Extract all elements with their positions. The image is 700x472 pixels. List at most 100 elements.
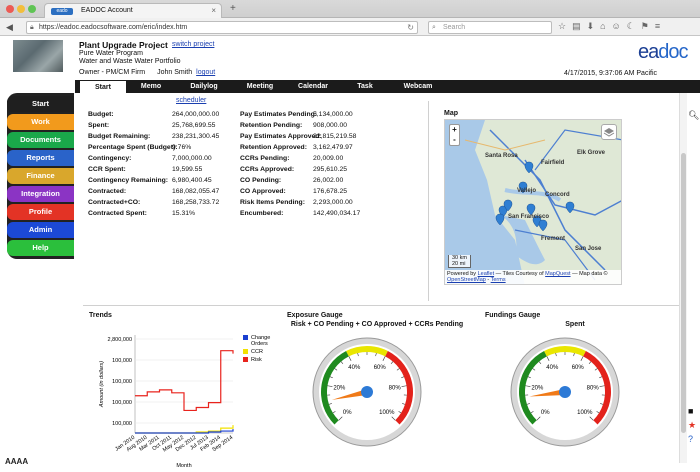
gauge-band-red xyxy=(385,351,413,425)
scheduler-link[interactable]: scheduler xyxy=(176,97,207,104)
sidebar-item-admin[interactable]: Admin xyxy=(7,222,74,238)
budget-left-label: Contracted+CO: xyxy=(88,199,141,206)
map-scale: 30 km 20 mi xyxy=(448,255,471,268)
gauge-tick xyxy=(538,361,542,365)
browser-tab-title: EADOC Account xyxy=(81,7,133,14)
budget-right-label: Retention Pending: xyxy=(240,122,303,129)
budget-left-value: 9.76% xyxy=(172,144,192,151)
url-text: https://eadoc.eadocsoftware.com/eric/ind… xyxy=(39,24,188,31)
sidebar-item-start[interactable]: Start xyxy=(7,96,74,112)
budget-left-value: 264,000,000.00 xyxy=(172,111,220,118)
logout-link[interactable]: logout xyxy=(196,69,216,76)
gauge-tick xyxy=(580,356,584,361)
zoom-in-button[interactable]: + xyxy=(452,125,457,134)
browser-search-input[interactable]: ⌕ Search xyxy=(428,21,552,34)
toolbar-icons[interactable]: ☆▤⬇⌂☺☾⚑≡ xyxy=(558,21,667,31)
budget-left-value: 238,231,300.45 xyxy=(172,133,220,140)
map-attribution: Powered by Leaflet — Tiles Courtesy of M… xyxy=(445,270,621,284)
y-tick-label: 100,000 xyxy=(112,400,132,406)
gauge-band-yellow xyxy=(346,346,388,357)
map-zoom-control: + - xyxy=(449,124,460,146)
gauge-tick-label: 0% xyxy=(343,410,352,416)
budget-right-value: 2,293,000.00 xyxy=(313,199,353,206)
openstreetmap-link[interactable]: OpenStreetMap xyxy=(447,277,486,283)
map-label-fremont: Fremont xyxy=(541,236,565,242)
close-tab-icon[interactable]: × xyxy=(211,6,216,15)
font-size-control[interactable]: AAAA xyxy=(5,457,29,466)
minimize-window-icon[interactable] xyxy=(17,5,25,13)
budget-left-label: Contingency: xyxy=(88,155,132,162)
browser-tab[interactable]: eado EADOC Account × xyxy=(44,3,222,18)
gauge-tick xyxy=(375,353,377,357)
gauge-hub xyxy=(559,386,571,398)
leaflet-link[interactable]: Leaflet xyxy=(477,271,495,277)
map-title: Map xyxy=(444,110,458,117)
gauge-tick xyxy=(382,356,386,361)
sidebar-item-reports[interactable]: Reports xyxy=(7,150,74,166)
budget-right-label: CO Pending: xyxy=(240,177,282,184)
exposure-gauge-subtitle: Risk + CO Pending + CO Approved + CCRs P… xyxy=(290,321,464,328)
map-canvas[interactable] xyxy=(445,120,622,285)
tab-dailylog[interactable]: Dailylog xyxy=(190,83,218,90)
new-tab-icon[interactable]: + xyxy=(230,3,236,14)
zoom-out-button[interactable]: - xyxy=(453,135,456,144)
lock-icon: 🔒︎ xyxy=(30,24,34,31)
reload-icon[interactable]: ↻ xyxy=(407,23,414,32)
gauge-tick xyxy=(390,361,394,365)
tab-webcam[interactable]: Webcam xyxy=(403,83,433,90)
funding-gauge: 0% 20% 40% 60% 80% 100% xyxy=(510,337,620,447)
layers-icon[interactable] xyxy=(601,124,617,140)
gauge-tick xyxy=(338,416,343,421)
gauge-tick xyxy=(526,403,530,405)
gauge-tick xyxy=(525,385,531,387)
maximize-window-icon[interactable] xyxy=(28,5,36,13)
gauge-tick xyxy=(527,376,531,379)
browser-tab-bar: eado EADOC Account × + xyxy=(0,0,700,18)
funding-gauge-title: Fundings Gauge xyxy=(485,312,541,319)
gauge-tick xyxy=(594,368,598,371)
budget-right-value: 3,162,479.97 xyxy=(313,144,353,151)
gauge-tick-label: 60% xyxy=(572,365,585,371)
y-tick-label: 2,800,000 xyxy=(108,337,132,343)
scrollbar-thumb[interactable] xyxy=(681,153,686,433)
gauge-tick xyxy=(348,356,352,361)
tab-memo[interactable]: Memo xyxy=(140,83,162,90)
funding-gauge-subtitle: Spent xyxy=(565,321,585,328)
zoom-search-icon[interactable]: 🔍︎ xyxy=(688,110,700,120)
sidebar-item-finance[interactable]: Finance xyxy=(7,168,74,184)
sidebar-item-integration[interactable]: Integration xyxy=(7,186,74,202)
budget-left-label: Spent: xyxy=(88,122,110,129)
gauge-band-green xyxy=(519,351,547,425)
trends-chart: 2,800,000 100,000 100,000 100,000 100,000 Amo… xyxy=(99,335,270,469)
terms-link[interactable]: Terms xyxy=(490,277,506,283)
sidebar-item-profile[interactable]: Profile xyxy=(7,204,74,220)
budget-left-label: Contracted Spent: xyxy=(88,210,147,217)
gauge-tick xyxy=(402,403,406,405)
tab-start[interactable]: Start xyxy=(79,80,127,93)
gauge-tick-label: 0% xyxy=(541,410,550,416)
url-field[interactable]: 🔒︎ https://eadoc.eadocsoftware.com/eric/… xyxy=(26,21,418,34)
sidebar-item-work[interactable]: Work xyxy=(7,114,74,130)
map-marker-icon xyxy=(495,161,575,232)
sidebar-item-help[interactable]: Help xyxy=(7,240,74,256)
help-icon[interactable]: ? xyxy=(688,434,694,444)
switch-project-link[interactable]: switch project xyxy=(172,41,215,48)
trends-title: Trends xyxy=(89,312,112,319)
tab-calendar[interactable]: Calendar xyxy=(298,83,328,90)
project-photo xyxy=(13,40,63,72)
mapquest-link[interactable]: MapQuest xyxy=(545,271,571,277)
back-icon[interactable]: ◀ xyxy=(6,22,13,32)
gauge-tick xyxy=(596,411,600,414)
map-label-vallejo: Vallejo xyxy=(517,188,537,194)
tab-meeting[interactable]: Meeting xyxy=(246,83,274,90)
star-icon[interactable]: ★ xyxy=(688,420,697,430)
tab-task[interactable]: Task xyxy=(357,83,373,90)
project-header: Plant Upgrade Project switch project Pur… xyxy=(0,37,700,79)
content-scrollbar[interactable] xyxy=(679,93,687,463)
camera-icon[interactable]: ■ xyxy=(688,406,694,416)
legend-swatch xyxy=(243,349,248,354)
close-window-icon[interactable] xyxy=(6,5,14,13)
sidebar-item-documents[interactable]: Documents xyxy=(7,132,74,148)
budget-right-value: 22,815,219.58 xyxy=(313,133,357,140)
map-panel[interactable]: Santa Rosa Fairfield Vallejo Concord San… xyxy=(444,119,622,285)
